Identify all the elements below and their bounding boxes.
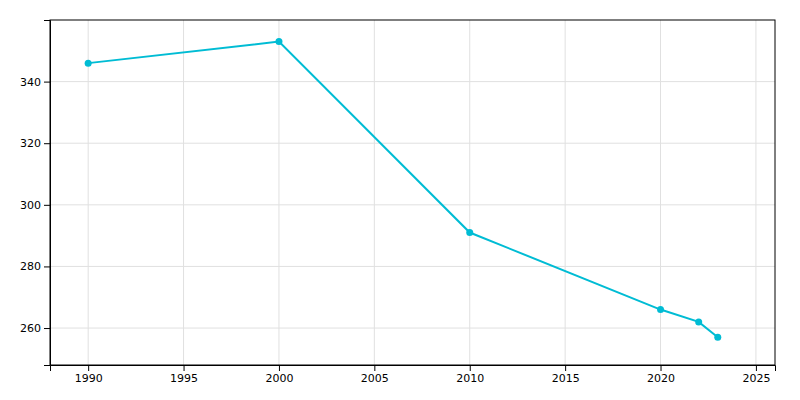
- y-axis-line: [44, 21, 51, 366]
- x-grid-line: [88, 20, 89, 365]
- x-tick-label: 1990: [75, 372, 103, 385]
- x-axis-line: [51, 366, 776, 372]
- x-tick-label: 2010: [456, 372, 484, 385]
- y-tick-mark: [44, 143, 50, 144]
- y-tick-mark: [44, 266, 50, 267]
- x-tick-mark: [88, 365, 89, 371]
- x-grid-line: [374, 20, 375, 365]
- x-tick-mark: [661, 365, 662, 371]
- x-tick: 2005: [361, 365, 389, 385]
- y-grid-line: [50, 328, 775, 329]
- x-grid-line: [183, 20, 184, 365]
- y-tick: 280: [20, 260, 50, 273]
- x-grid-line: [469, 20, 470, 365]
- x-tick-mark: [756, 365, 757, 371]
- x-tick-label: 2025: [742, 372, 770, 385]
- x-tick: 1995: [170, 365, 198, 385]
- x-tick: 2000: [265, 365, 293, 385]
- y-tick: 320: [20, 137, 50, 150]
- y-grid-line: [50, 143, 775, 144]
- point: [695, 318, 702, 325]
- point: [85, 60, 92, 67]
- x-tick: 2015: [552, 365, 580, 385]
- y-tick-label: 340: [20, 76, 41, 89]
- point: [714, 334, 721, 341]
- x-grid-line: [755, 20, 756, 365]
- y-tick: 300: [20, 199, 50, 212]
- x-tick-mark: [184, 365, 185, 371]
- x-tick-label: 2015: [552, 372, 580, 385]
- x-tick-mark: [470, 365, 471, 371]
- grid: [50, 20, 775, 365]
- y-tick-label: 260: [20, 322, 41, 335]
- y-tick-label: 320: [20, 137, 41, 150]
- point: [657, 306, 664, 313]
- y-tick-mark: [44, 328, 50, 329]
- y-tick: 260: [20, 322, 50, 335]
- chart-svg: 1990 1995 2000 2005 2010 2015 2020 2025 260 280 30…: [0, 0, 800, 400]
- x-tick-mark: [374, 365, 375, 371]
- y-axis: 260 280 300 320 340: [20, 21, 51, 366]
- y-tick-mark: [44, 82, 50, 83]
- x-grid-line: [278, 20, 279, 365]
- x-tick: 2020: [647, 365, 675, 385]
- plot-area: 1990 1995 2000 2005 2010 2015 2020 2025 260 280 30…: [20, 20, 776, 385]
- x-tick-label: 1995: [170, 372, 198, 385]
- x-tick-label: 2000: [265, 372, 293, 385]
- series: [85, 38, 722, 341]
- x-tick-label: 2005: [361, 372, 389, 385]
- y-grid-line: [50, 81, 775, 82]
- x-tick: 2010: [456, 365, 484, 385]
- y-tick: 340: [20, 76, 50, 89]
- x-tick: 2025: [742, 365, 770, 385]
- y-grid-line: [50, 266, 775, 267]
- x-grid-line: [660, 20, 661, 365]
- y-tick-mark: [44, 205, 50, 206]
- y-tick-label: 280: [20, 260, 41, 273]
- x-grid-line: [565, 20, 566, 365]
- y-tick-label: 300: [20, 199, 41, 212]
- plot-frame: [50, 20, 775, 365]
- x-axis: 1990 1995 2000 2005 2010 2015 2020 2025: [51, 365, 776, 385]
- y-grid-line: [50, 204, 775, 205]
- line: [88, 42, 718, 338]
- point: [466, 229, 473, 236]
- chart-container: 1990 1995 2000 2005 2010 2015 2020 2025 260 280 30…: [0, 0, 800, 400]
- point: [275, 38, 282, 45]
- x-tick-mark: [279, 365, 280, 371]
- x-tick-label: 2020: [647, 372, 675, 385]
- x-tick-mark: [565, 365, 566, 371]
- x-tick: 1990: [75, 365, 103, 385]
